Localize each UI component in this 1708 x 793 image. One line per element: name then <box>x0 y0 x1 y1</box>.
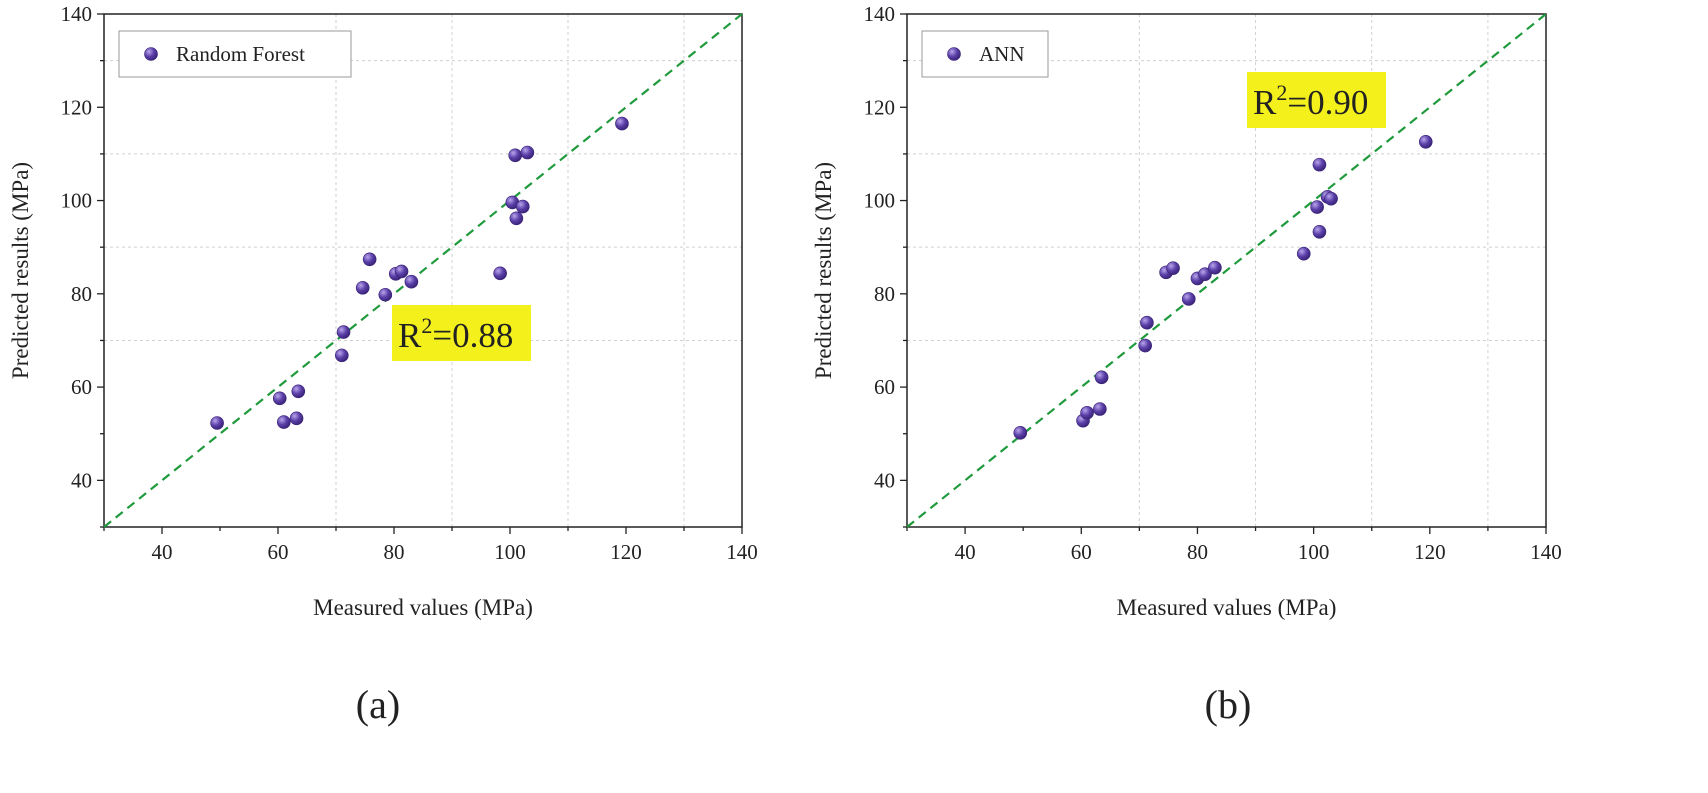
r2-annotation-box <box>392 305 531 361</box>
data-point <box>1296 246 1311 261</box>
plot-frame <box>103 13 743 528</box>
y-tick-label: 140 <box>864 2 896 26</box>
data-point <box>1093 402 1107 416</box>
data-point <box>336 325 351 339</box>
data-point <box>1138 338 1152 353</box>
legend-box <box>921 30 1049 78</box>
reference-line <box>103 13 743 528</box>
data-point <box>1310 200 1324 214</box>
legend-label: ANN <box>979 42 1025 66</box>
data-point <box>1312 157 1327 172</box>
plot-frame <box>906 13 1547 528</box>
y-tick-label: 40 <box>71 468 92 492</box>
data-point <box>615 116 629 131</box>
x-tick-label: 120 <box>1414 540 1446 564</box>
data-point <box>493 266 507 281</box>
legend-marker <box>947 47 961 61</box>
y-axis-label: Predicted results (MPa) <box>8 162 33 379</box>
data-point <box>509 211 524 226</box>
panel-caption: (a) <box>356 682 400 727</box>
x-tick-label: 80 <box>1187 540 1208 564</box>
data-point <box>334 348 349 363</box>
x-tick-label: 140 <box>1530 540 1562 564</box>
data-point <box>515 199 530 214</box>
data-point <box>210 416 224 430</box>
data-point <box>362 252 377 267</box>
y-axis-label: Predicted results (MPa) <box>811 162 836 379</box>
x-tick-label: 80 <box>384 540 405 564</box>
y-tick-label: 100 <box>61 189 93 213</box>
y-tick-label: 80 <box>71 282 92 306</box>
y-tick-label: 120 <box>61 95 93 119</box>
chart-panel-a: 40 60 80 100 120 140 40 60 80 100 120 140 Random For… <box>8 2 758 727</box>
r2-annotation-box <box>1247 72 1386 128</box>
x-tick-label: 100 <box>494 540 526 564</box>
data-point <box>1094 370 1109 385</box>
data-point <box>291 384 306 399</box>
legend-marker <box>144 47 158 61</box>
data-point <box>1013 425 1028 440</box>
x-axis-label: Measured values (MPa) <box>313 595 533 620</box>
legend-box <box>118 30 352 78</box>
x-tick-label: 60 <box>268 540 289 564</box>
data-point <box>404 274 419 289</box>
y-tick-label: 80 <box>874 282 895 306</box>
y-tick-label: 100 <box>864 189 896 213</box>
data-point <box>1080 405 1094 420</box>
data-point <box>378 287 393 302</box>
data-point <box>508 148 523 163</box>
x-tick-label: 100 <box>1298 540 1330 564</box>
y-tick-label: 40 <box>874 468 895 492</box>
data-point <box>355 280 370 295</box>
data-point <box>1140 315 1154 330</box>
legend-label: Random Forest <box>176 42 305 66</box>
data-point <box>1324 191 1338 206</box>
data-point <box>272 391 287 406</box>
y-tick-label: 120 <box>864 95 896 119</box>
reference-line <box>906 13 1547 528</box>
data-point <box>1208 260 1222 275</box>
data-point <box>276 415 291 429</box>
r2-annotation: R2=0.88 <box>398 313 513 355</box>
y-tick-label: 140 <box>61 2 93 26</box>
data-point <box>1181 292 1196 306</box>
x-tick-label: 40 <box>955 540 976 564</box>
data-point <box>1418 134 1433 149</box>
x-tick-label: 120 <box>610 540 642 564</box>
data-point <box>1312 224 1327 239</box>
x-axis-label: Measured values (MPa) <box>1117 595 1337 620</box>
data-point <box>1166 261 1180 275</box>
chart-panel-b: 40 60 80 100 120 140 40 60 80 100 120 140 ANN R2=0.90… <box>811 2 1562 727</box>
panel-caption: (b) <box>1205 682 1252 727</box>
x-tick-label: 40 <box>152 540 173 564</box>
data-point <box>394 264 409 279</box>
x-tick-label: 60 <box>1071 540 1092 564</box>
data-point <box>1198 267 1212 282</box>
data-point <box>520 145 535 160</box>
data-point <box>289 411 304 426</box>
y-tick-label: 60 <box>71 375 92 399</box>
x-tick-label: 140 <box>726 540 758 564</box>
r2-annotation: R2=0.90 <box>1253 80 1368 122</box>
y-tick-label: 60 <box>874 375 895 399</box>
